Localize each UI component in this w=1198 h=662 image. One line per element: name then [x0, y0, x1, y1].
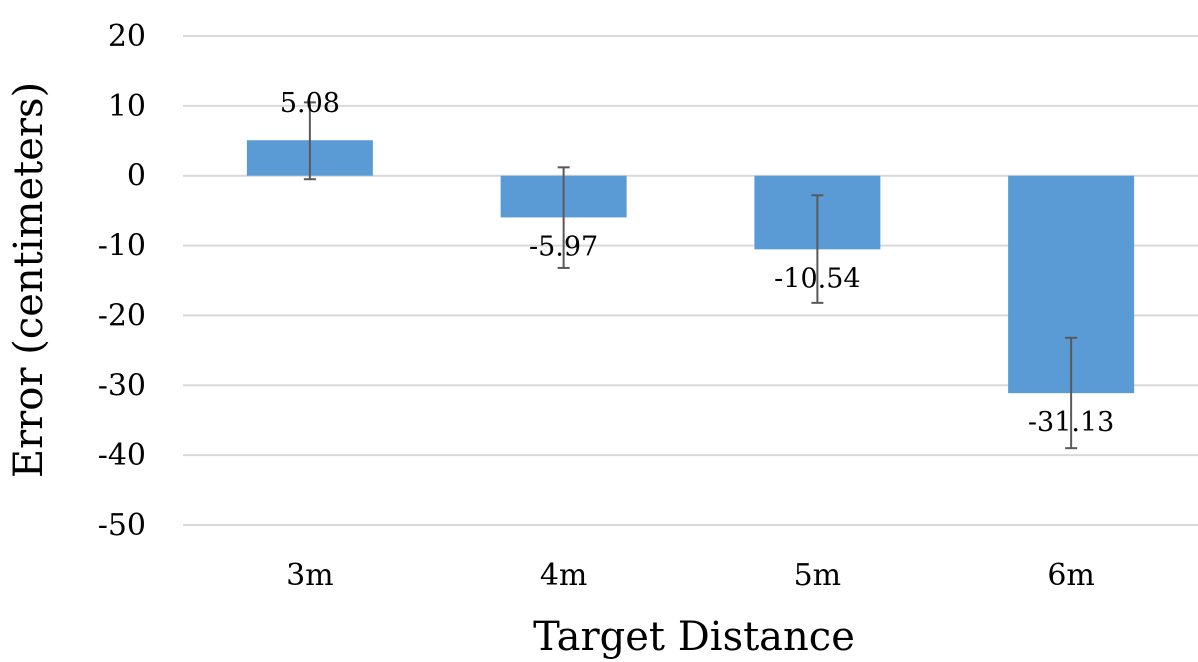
- error-bars: [303, 101, 1078, 450]
- x-axis-title: Target Distance: [533, 614, 855, 660]
- x-tick-label-3m: 3m: [286, 558, 334, 593]
- error-bar-5m: [811, 194, 824, 304]
- y-tick-label: -40: [98, 438, 146, 473]
- y-axis-title: Error (centimeters): [6, 82, 52, 478]
- y-tick-label: 0: [127, 159, 146, 194]
- data-label-5m: -10.54: [774, 263, 860, 294]
- y-tick-label: 20: [108, 19, 146, 54]
- data-labels: 5.08 -5.97 -10.54 -31.13: [280, 88, 1115, 438]
- y-tick-label: 10: [108, 89, 146, 124]
- x-tick-label-6m: 6m: [1047, 558, 1095, 593]
- y-axis-ticks: 20 10 0 -10 -20 -30 -40 -50: [98, 19, 146, 543]
- y-tick-label: -50: [98, 508, 146, 543]
- y-tick-label: -20: [98, 298, 146, 333]
- x-axis-ticks: 3m 4m 5m 6m: [286, 558, 1095, 593]
- y-tick-label: -30: [98, 368, 146, 403]
- bars: [246, 140, 1135, 394]
- data-label-6m: -31.13: [1028, 407, 1114, 438]
- data-label-3m: 5.08: [280, 88, 340, 119]
- x-tick-label-5m: 5m: [794, 558, 842, 593]
- error-bar-4m: [557, 166, 570, 269]
- error-bar-6m: [1065, 336, 1078, 450]
- data-label-4m: -5.97: [529, 231, 598, 262]
- error-bar-3m: [303, 101, 316, 181]
- y-tick-label: -10: [98, 229, 146, 264]
- x-tick-label-4m: 4m: [540, 558, 588, 593]
